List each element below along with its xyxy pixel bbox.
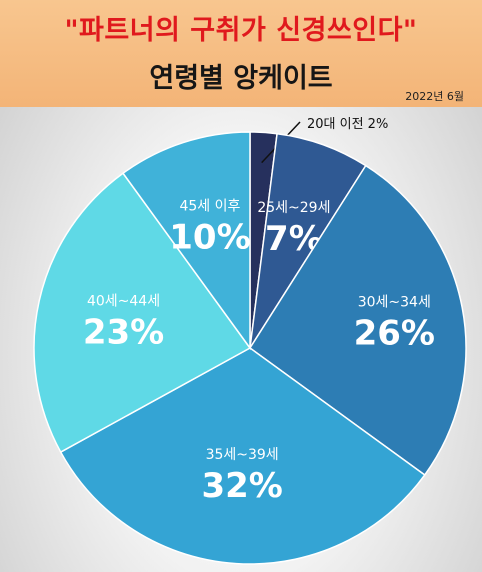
survey-date: 2022년 6월 (405, 90, 464, 103)
chart-title: "파트너의 구취가 신경쓰인다" (64, 15, 418, 46)
slice-callout-label: 20대 이전 2% (307, 117, 388, 132)
header-banner: "파트너의 구취가 신경쓰인다" 연령별 앙케이트 2022년 6월 (0, 0, 482, 107)
pie-slice (121, 131, 251, 351)
chart-subtitle: 연령별 앙케이트 (149, 63, 333, 94)
slice-percent-label: 26% (354, 313, 435, 353)
pie-slice (33, 172, 252, 454)
slice-category-label: 30세~34세 (358, 294, 431, 310)
pie-slice (248, 164, 467, 477)
slice-percent-label: 10% (169, 218, 250, 258)
slice-category-label: 40세~44세 (87, 294, 160, 310)
slice-category-label: 35세~39세 (206, 447, 279, 463)
slice-percent-label: 23% (83, 313, 164, 353)
slice-percent-label: 32% (201, 466, 282, 506)
pie-slice (59, 347, 426, 565)
slice-category-label: 25세~29세 (257, 200, 330, 216)
slice-category-label: 45세 이후 (179, 199, 240, 215)
